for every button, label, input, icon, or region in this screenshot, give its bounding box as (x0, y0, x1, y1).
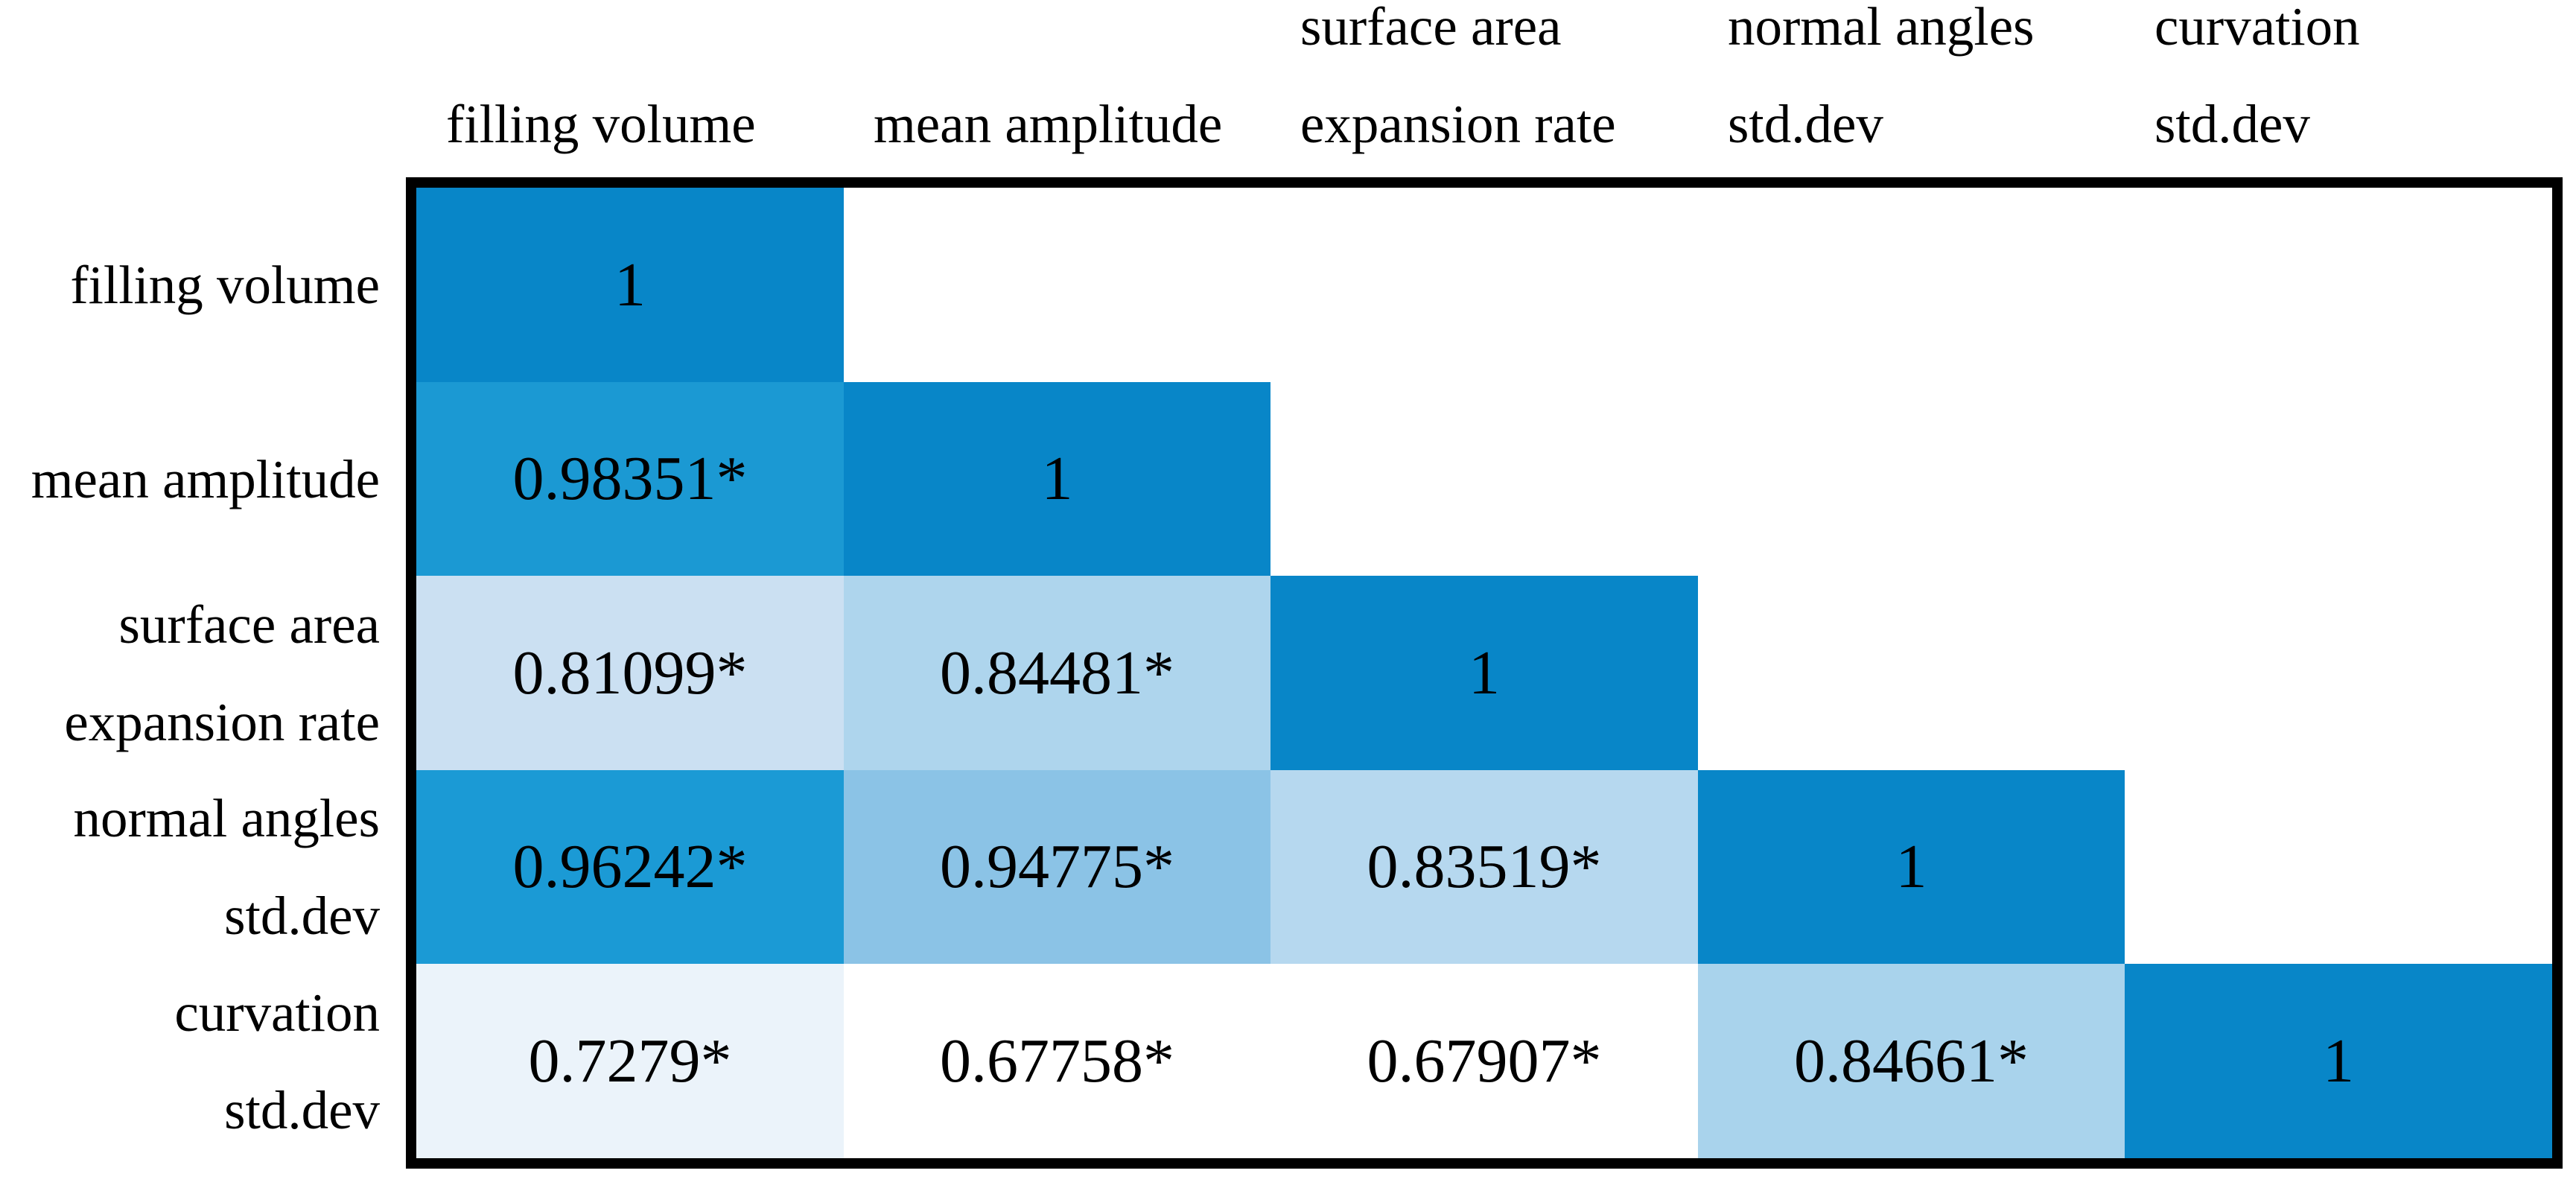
matrix-cell-r2c2: 1 (1270, 576, 1698, 770)
col-header-line: curvation (2154, 0, 2360, 57)
row-label-normal-angles-std-dev: normal angles std.dev (0, 770, 380, 964)
matrix-cell-r3c2: 0.83519* (1270, 770, 1698, 964)
col-header-surface-area-expansion-rate: surface area expansion rate (1300, 0, 1698, 173)
matrix-outer-border (406, 177, 2563, 1169)
col-header-filling-volume: filling volume (446, 0, 844, 173)
col-header-mean-amplitude: mean amplitude (874, 0, 1270, 173)
matrix-cell-r3c3: 1 (1698, 770, 2125, 964)
row-label-line: normal angles (73, 788, 380, 848)
matrix-cell-r4c2: 0.67907* (1270, 964, 1698, 1158)
row-label-filling-volume: filling volume (0, 188, 380, 382)
matrix-cell-r4c0: 0.7279* (416, 964, 844, 1158)
row-label-line: curvation (174, 982, 380, 1043)
row-label-line: expansion rate (64, 691, 380, 752)
matrix-cell-r0c0: 1 (416, 188, 844, 382)
row-label-line: surface area (118, 594, 381, 655)
col-header-line: surface area (1300, 0, 1562, 57)
matrix-cell-r4c1: 0.67758* (844, 964, 1270, 1158)
row-label-mean-amplitude: mean amplitude (0, 382, 380, 576)
matrix-cell-r1c1: 1 (844, 382, 1270, 576)
row-label-line: mean amplitude (31, 448, 380, 509)
row-label-line: std.dev (224, 886, 380, 946)
row-label-line: filling volume (70, 255, 380, 315)
col-header-normal-angles-std-dev: normal angles std.dev (1728, 0, 2125, 173)
col-header-line: expansion rate (1300, 94, 1616, 154)
matrix-cell-r3c1: 0.94775* (844, 770, 1270, 964)
row-label-surface-area-expansion-rate: surface area expansion rate (0, 576, 380, 770)
matrix-cell-r2c1: 0.84481* (844, 576, 1270, 770)
col-header-line: normal angles (1728, 0, 2035, 57)
matrix-cell-r3c0: 0.96242* (416, 770, 844, 964)
matrix-cell-r4c4: 1 (2125, 964, 2552, 1158)
col-header-line: filling volume (446, 94, 756, 154)
col-header-line: mean amplitude (874, 94, 1223, 154)
row-label-curvation-std-dev: curvation std.dev (0, 964, 380, 1158)
matrix-cell-r1c0: 0.98351* (416, 382, 844, 576)
col-header-curvation-std-dev: curvation std.dev (2154, 0, 2552, 173)
col-header-line: std.dev (2154, 94, 2310, 154)
col-header-line: std.dev (1728, 94, 1883, 154)
row-label-line: std.dev (224, 1079, 380, 1140)
matrix-cell-r2c0: 0.81099* (416, 576, 844, 770)
matrix-cell-r4c3: 0.84661* (1698, 964, 2125, 1158)
